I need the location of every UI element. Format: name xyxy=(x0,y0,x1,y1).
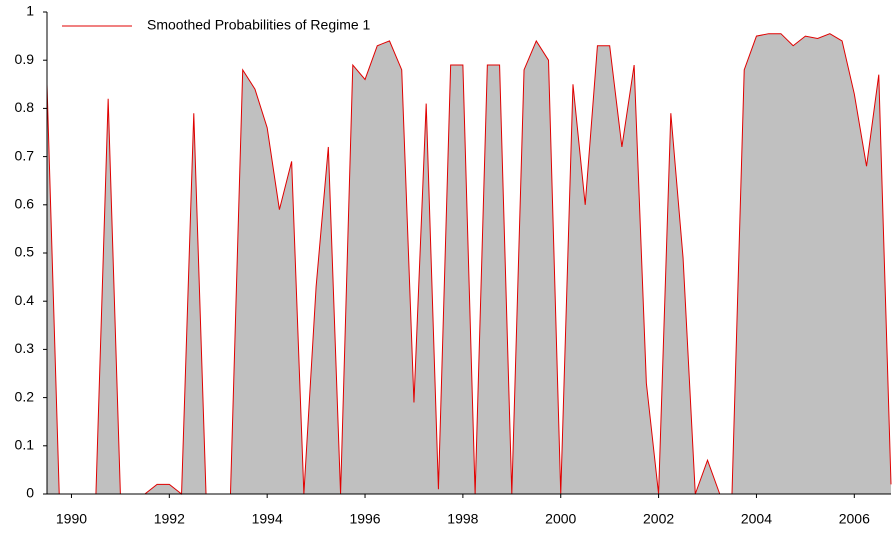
y-tick-label: 0 xyxy=(26,485,34,501)
y-tick-label: 0.2 xyxy=(15,388,35,404)
y-tick-label: 0.3 xyxy=(15,340,35,356)
x-tick-label: 2006 xyxy=(839,511,870,527)
x-tick-label: 2002 xyxy=(643,511,674,527)
x-tick-label: 1996 xyxy=(349,511,380,527)
x-tick-label: 1998 xyxy=(447,511,478,527)
x-tick-label: 2000 xyxy=(545,511,576,527)
y-tick-label: 0.8 xyxy=(15,99,35,115)
legend-label: Smoothed Probabilities of Regime 1 xyxy=(147,17,371,33)
x-tick-label: 1990 xyxy=(56,511,87,527)
y-tick-label: 0.4 xyxy=(15,292,35,308)
y-tick-label: 0.7 xyxy=(15,147,35,163)
area xyxy=(47,33,891,494)
y-tick-label: 0.1 xyxy=(15,437,35,453)
y-tick-label: 1 xyxy=(26,3,34,19)
line xyxy=(46,33,892,496)
y-tick-label: 0.9 xyxy=(15,51,35,67)
x-tick-label: 1994 xyxy=(252,511,283,527)
y-tick-label: 0.6 xyxy=(15,196,35,212)
x-tick-label: 2004 xyxy=(741,511,772,527)
x-tick-label: 1992 xyxy=(154,511,185,527)
y-tick-label: 0.5 xyxy=(15,244,35,260)
